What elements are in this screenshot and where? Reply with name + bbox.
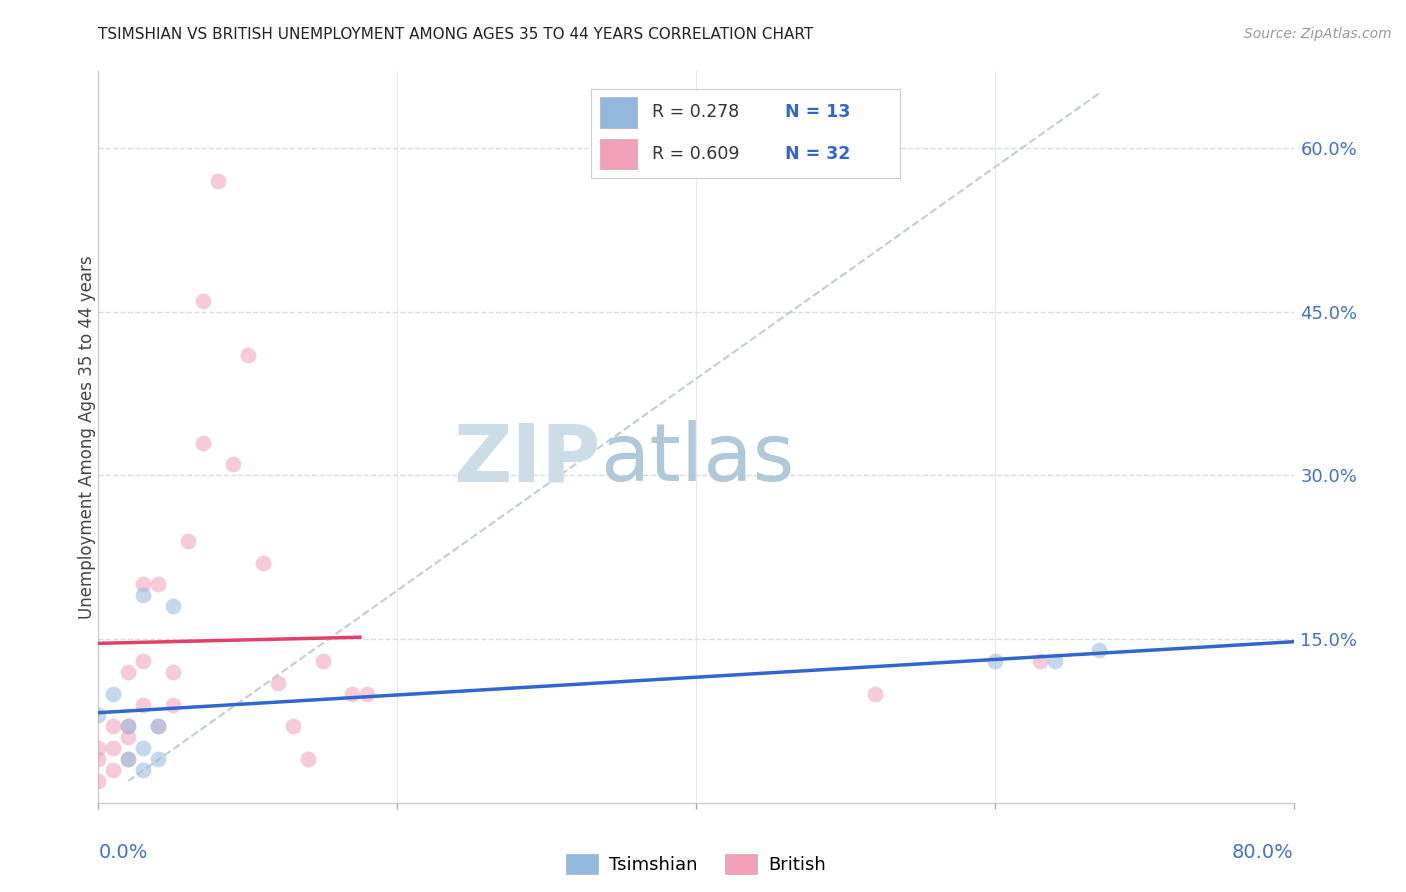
Point [281,719,304,733]
Point [117,719,139,733]
Point [267,675,290,690]
Point [87,752,110,766]
Text: N = 32: N = 32 [786,145,851,163]
Point [103,741,125,756]
Text: 80.0%: 80.0% [1232,843,1294,862]
Point [132,763,155,777]
Point [117,752,139,766]
Point [1043,654,1066,668]
Text: R = 0.609: R = 0.609 [652,145,740,163]
Text: ZIP: ZIP [453,420,600,498]
Point [191,435,214,450]
Y-axis label: Unemployment Among Ages 35 to 44 years: Unemployment Among Ages 35 to 44 years [79,255,96,619]
Text: Source: ZipAtlas.com: Source: ZipAtlas.com [1244,27,1392,41]
Point [297,752,319,766]
Point [984,654,1007,668]
Point [356,687,378,701]
Text: atlas: atlas [600,420,794,498]
Bar [600,139,637,169]
Text: R = 0.278: R = 0.278 [652,103,740,121]
Point [311,654,333,668]
Text: TSIMSHIAN VS BRITISH UNEMPLOYMENT AMONG AGES 35 TO 44 YEARS CORRELATION CHART: TSIMSHIAN VS BRITISH UNEMPLOYMENT AMONG … [98,27,814,42]
Point [132,588,155,602]
Point [162,698,184,712]
Point [148,719,170,733]
Point [222,458,245,472]
Point [207,173,229,187]
Point [87,774,110,789]
Point [132,741,155,756]
Point [177,533,200,548]
Point [132,654,155,668]
Point [1088,643,1111,657]
Text: N = 13: N = 13 [786,103,851,121]
Point [117,719,139,733]
Point [103,687,125,701]
Point [132,577,155,591]
Point [252,556,274,570]
Point [148,752,170,766]
Point [162,665,184,679]
Point [236,348,259,362]
Bar [600,97,637,128]
Point [87,708,110,723]
Point [865,687,887,701]
Point [191,293,214,308]
Point [103,763,125,777]
Point [162,599,184,614]
Point [148,719,170,733]
Point [117,665,139,679]
Point [132,698,155,712]
Point [148,577,170,591]
Point [103,719,125,733]
Point [117,752,139,766]
Text: 0.0%: 0.0% [98,843,148,862]
Point [342,687,364,701]
Point [1028,654,1050,668]
Point [117,731,139,745]
Point [87,741,110,756]
Legend: Tsimshian, British: Tsimshian, British [558,847,834,881]
